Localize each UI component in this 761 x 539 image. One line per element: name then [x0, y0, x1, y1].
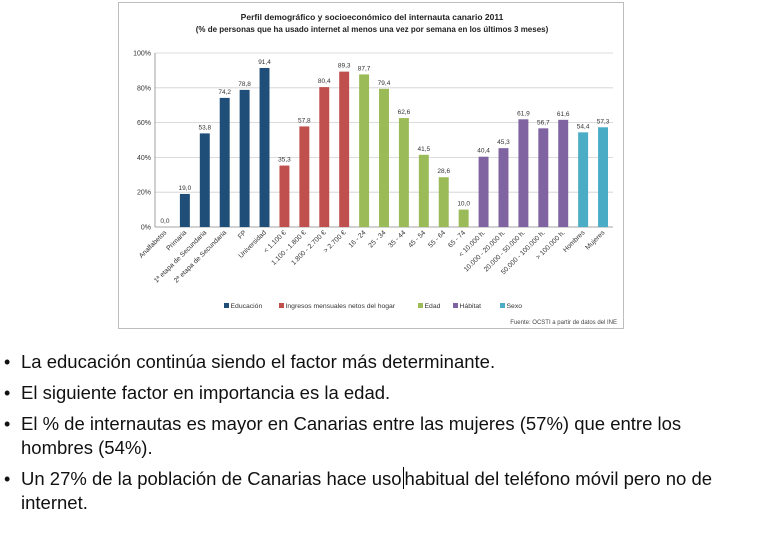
- y-tick-label: 60%: [137, 120, 151, 127]
- legend-swatch: [500, 303, 505, 308]
- text-cursor: [402, 467, 404, 489]
- legend-swatch: [279, 303, 284, 308]
- data-label: 57,8: [298, 117, 311, 124]
- legend-label: Edad: [425, 303, 441, 310]
- data-label: 45,3: [497, 139, 510, 146]
- x-tick-label: 45 - 54: [407, 229, 427, 249]
- legend-swatch: [418, 303, 423, 308]
- x-tick-label: FP: [237, 229, 248, 240]
- bar: [498, 148, 509, 227]
- bar: [538, 128, 549, 227]
- data-label: 61,6: [557, 111, 570, 118]
- bar: [598, 127, 609, 227]
- data-label: 91,4: [258, 59, 271, 66]
- bullet-item: • El siguiente factor en importancia es …: [4, 381, 756, 405]
- data-label: 56,7: [537, 119, 550, 126]
- data-label: 74,2: [218, 89, 231, 96]
- data-label: 87,7: [358, 65, 371, 72]
- bullet-text: El siguiente factor en importancia es la…: [21, 382, 391, 403]
- bar: [179, 193, 190, 227]
- bar: [518, 119, 529, 227]
- chart-frame: Perfil demográfico y socioeconómico del …: [118, 2, 624, 329]
- legend-swatch: [224, 303, 229, 308]
- bar: [458, 209, 469, 227]
- bar: [379, 88, 389, 228]
- data-label: 40,4: [477, 148, 490, 155]
- data-label: 62,6: [398, 109, 411, 116]
- bar: [199, 133, 210, 227]
- data-label: 80,4: [318, 78, 331, 85]
- bar: [219, 97, 230, 227]
- data-label: 10,0: [457, 201, 470, 208]
- y-tick-label: 80%: [137, 85, 151, 92]
- data-label: 41,5: [417, 146, 430, 153]
- bullet-text: La educación continúa siendo el factor m…: [21, 351, 496, 372]
- x-tick-label: 25 - 34: [367, 229, 387, 249]
- data-label: 79,4: [378, 80, 391, 87]
- bullet-item[interactable]: • Un 27% de la población de Canarias hac…: [4, 467, 756, 515]
- bar: [478, 156, 489, 227]
- legend-label: Ingresos mensuales netos del hogar: [286, 303, 396, 310]
- bullet-item: • El % de internautas es mayor en Canari…: [4, 412, 756, 460]
- data-label: 78,8: [238, 81, 251, 88]
- y-tick-label: 20%: [137, 190, 151, 197]
- x-tick-label: Hombres: [562, 229, 587, 254]
- bar: [319, 87, 330, 227]
- legend-swatch: [453, 303, 458, 308]
- x-tick-label: 55 - 64: [427, 229, 447, 249]
- x-tick-label: Mujeres: [584, 229, 606, 251]
- data-label: 19,0: [179, 185, 192, 192]
- bar: [558, 119, 569, 227]
- y-tick-label: 100%: [133, 51, 151, 58]
- chart-subtitle: (% de personas que ha usado internet al …: [196, 25, 549, 34]
- bar: [359, 74, 370, 227]
- bar: [438, 177, 449, 227]
- data-label: 89,3: [338, 63, 351, 70]
- bar: [418, 154, 429, 227]
- bullet-icon: •: [4, 414, 11, 434]
- legend-label: Hábitat: [460, 303, 482, 310]
- bar-chart: Perfil demográfico y socioeconómico del …: [133, 12, 617, 326]
- bar: [239, 89, 250, 227]
- bar: [398, 118, 409, 227]
- x-tick-label: 16 - 24: [348, 229, 368, 249]
- bullet-list: • La educación continúa siendo el factor…: [0, 350, 761, 522]
- x-tick-label: 35 - 44: [387, 229, 407, 249]
- legend: Educación Ingresos mensuales netos del ho…: [224, 303, 522, 310]
- data-label: 0,0: [160, 218, 169, 225]
- bullet-icon: •: [4, 469, 11, 489]
- x-tick-label: Analfabetos: [138, 229, 169, 260]
- y-tick-label: 40%: [137, 155, 151, 162]
- bar: [299, 126, 310, 227]
- chart-source: Fuente: OCSTI a partir de datos del INE: [510, 320, 617, 326]
- bullet-icon: •: [4, 383, 11, 403]
- bullet-text: Un 27% de la población de Canarias hace …: [21, 468, 402, 489]
- y-tick-label: 0%: [141, 225, 151, 232]
- bullet-item: • La educación continúa siendo el factor…: [4, 350, 756, 374]
- chart-title: Perfil demográfico y socioeconómico del …: [241, 12, 504, 22]
- bullet-text: El % de internautas es mayor en Canarias…: [21, 413, 682, 458]
- data-label: 35,3: [278, 157, 291, 164]
- data-label: 54,4: [577, 123, 590, 130]
- bar: [259, 67, 270, 228]
- data-label: 28,6: [437, 168, 450, 175]
- data-label: 57,3: [597, 118, 610, 125]
- bullet-text: habitual del teléfono móvil pero no de i…: [21, 468, 713, 513]
- bar: [279, 165, 290, 227]
- bullet-icon: •: [4, 352, 11, 372]
- data-label: 61,9: [517, 110, 530, 117]
- legend-label: Educación: [231, 303, 263, 310]
- data-label: 53,8: [198, 124, 211, 131]
- bar: [578, 132, 589, 227]
- bar: [339, 71, 350, 227]
- bar-layer: [179, 67, 609, 228]
- legend-label: Sexo: [507, 303, 523, 310]
